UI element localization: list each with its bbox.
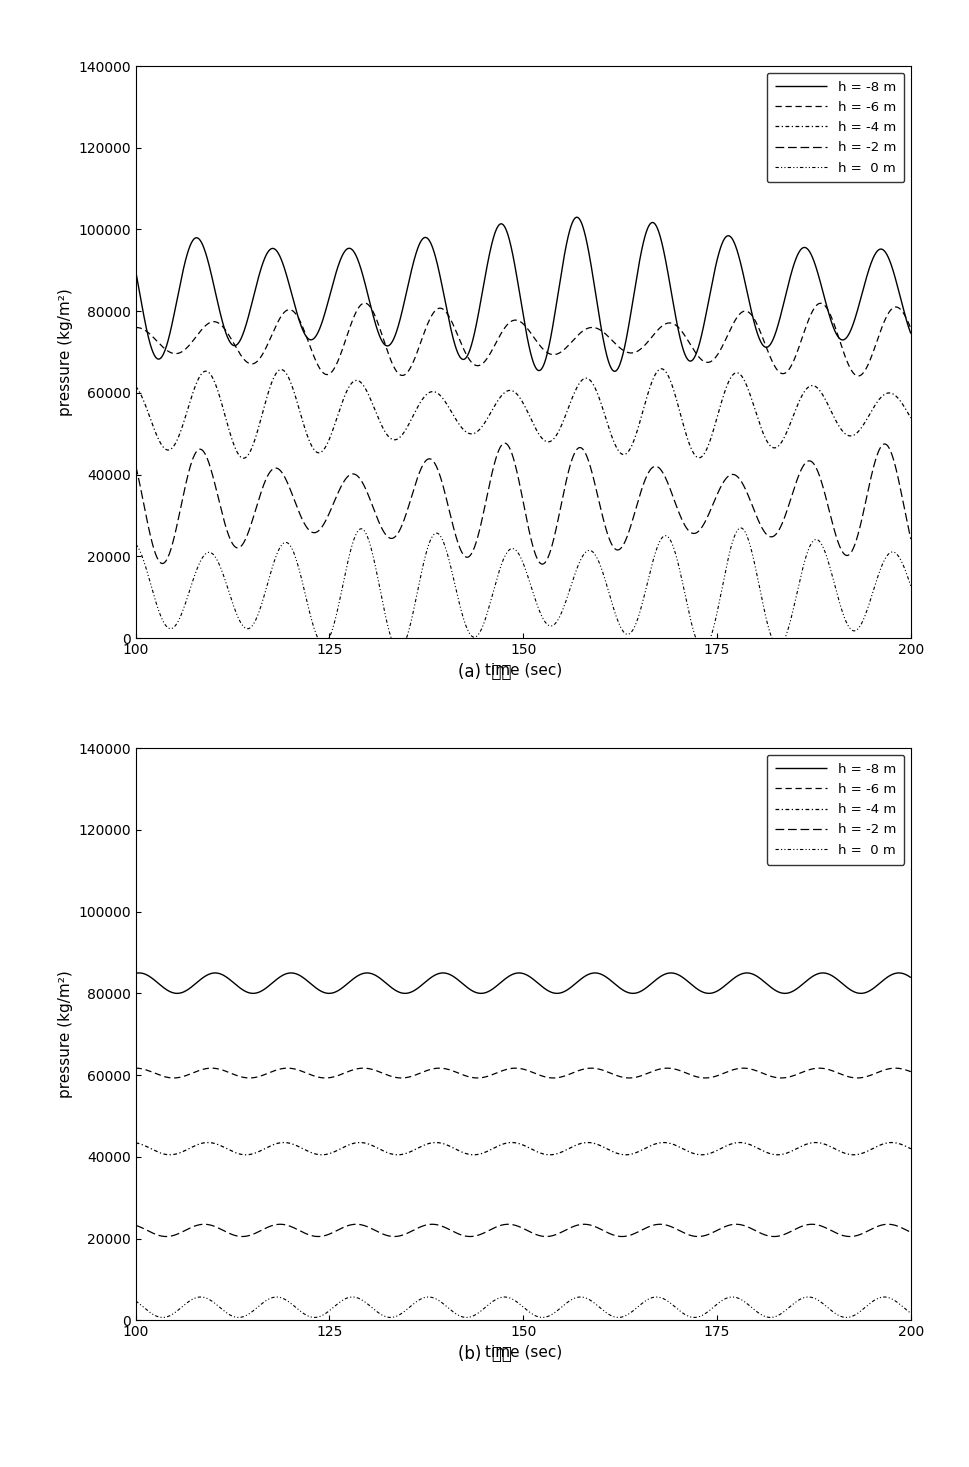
Y-axis label: pressure (kg/m²): pressure (kg/m²): [57, 970, 73, 1099]
Text: (b)  후면: (b) 후면: [457, 1345, 512, 1363]
X-axis label: time (sec): time (sec): [484, 663, 562, 678]
Y-axis label: pressure (kg/m²): pressure (kg/m²): [57, 288, 73, 417]
Text: (a)  전면: (a) 전면: [457, 663, 512, 681]
X-axis label: time (sec): time (sec): [484, 1345, 562, 1360]
Legend: h = -8 m, h = -6 m, h = -4 m, h = -2 m, h =  0 m: h = -8 m, h = -6 m, h = -4 m, h = -2 m, …: [766, 72, 904, 182]
Legend: h = -8 m, h = -6 m, h = -4 m, h = -2 m, h =  0 m: h = -8 m, h = -6 m, h = -4 m, h = -2 m, …: [766, 754, 904, 864]
